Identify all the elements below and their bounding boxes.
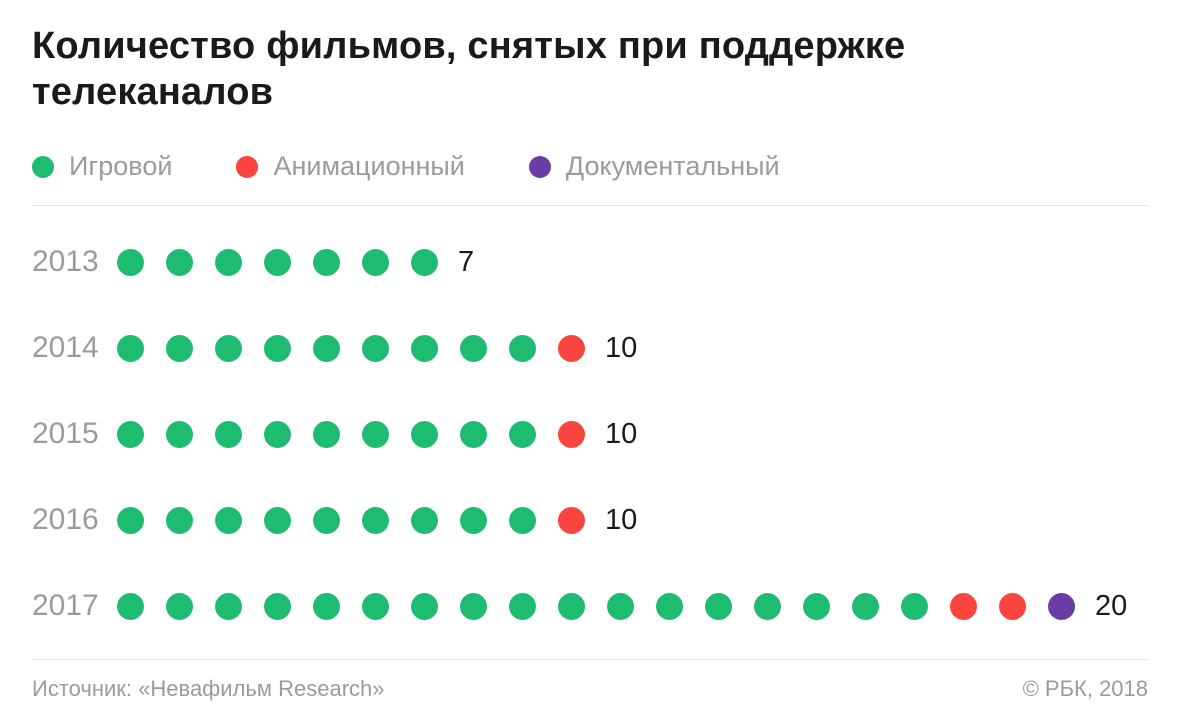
green-dot-icon xyxy=(460,506,487,534)
green-dot-icon xyxy=(460,334,487,362)
row-total: 10 xyxy=(605,417,638,450)
green-dot-icon xyxy=(411,506,438,534)
chart-row: 2016 10 xyxy=(32,477,1148,563)
source-text: Источник: «Невафильм Research» xyxy=(32,676,385,702)
green-dot-icon xyxy=(313,334,340,362)
row-total: 10 xyxy=(605,331,638,364)
dot-group xyxy=(117,506,585,534)
page-title-line2: телеканалов xyxy=(32,70,274,113)
green-dot-icon xyxy=(117,592,144,620)
green-dot-icon xyxy=(117,334,144,362)
chart-row: 2017 20 xyxy=(32,563,1148,649)
green-dot-icon xyxy=(215,334,242,362)
green-dot-icon xyxy=(166,334,193,362)
legend-label-dokumentalnyy: Документальный xyxy=(565,151,780,182)
green-dot-icon xyxy=(264,334,291,362)
green-dot-icon xyxy=(215,592,242,620)
green-dot-icon xyxy=(313,248,340,276)
green-dot-icon xyxy=(264,506,291,534)
green-dot-icon xyxy=(411,592,438,620)
dot-group xyxy=(117,592,1075,620)
year-label: 2015 xyxy=(32,417,99,451)
green-dot-icon xyxy=(901,592,928,620)
green-dot-icon xyxy=(705,592,732,620)
green-dot-icon xyxy=(313,506,340,534)
red-dot-icon xyxy=(558,420,585,448)
copyright-text: © РБК, 2018 xyxy=(1022,676,1148,702)
green-dot-icon xyxy=(607,592,634,620)
green-dot-icon xyxy=(852,592,879,620)
top-divider xyxy=(32,205,1148,207)
year-label: 2013 xyxy=(32,245,99,279)
legend-item-igrovoy: Игровой xyxy=(32,151,172,182)
green-dot-icon xyxy=(166,506,193,534)
green-dot-icon xyxy=(754,592,781,620)
legend-item-dokumentalnyy: Документальный xyxy=(528,151,780,182)
green-dot-icon xyxy=(411,420,438,448)
green-dot-icon xyxy=(509,334,536,362)
green-dot-icon xyxy=(509,592,536,620)
chart-row: 2015 10 xyxy=(32,391,1148,477)
legend-label-igrovoy: Игровой xyxy=(69,151,173,182)
green-dot-icon xyxy=(264,248,291,276)
purple-dot-icon xyxy=(1048,592,1075,620)
green-dot-icon xyxy=(656,592,683,620)
year-label: 2017 xyxy=(32,589,99,623)
bottom-divider xyxy=(32,659,1148,661)
green-dot-icon xyxy=(166,592,193,620)
green-dot-icon xyxy=(558,592,585,620)
green-dot-icon xyxy=(362,420,389,448)
green-dot-icon xyxy=(215,420,242,448)
dot-group xyxy=(117,334,585,362)
legend-item-animacionnyy: Анимационный xyxy=(236,151,465,182)
red-dot-icon xyxy=(950,592,977,620)
green-dot-icon xyxy=(264,592,291,620)
green-dot-icon xyxy=(362,334,389,362)
red-dot-icon xyxy=(999,592,1026,620)
green-dot-icon xyxy=(509,420,536,448)
green-dot-icon xyxy=(411,334,438,362)
red-dot-icon xyxy=(236,155,259,178)
green-dot-icon xyxy=(166,420,193,448)
green-dot-icon xyxy=(509,506,536,534)
green-dot-icon xyxy=(215,248,242,276)
footer: Источник: «Невафильм Research» © РБК, 20… xyxy=(32,676,1148,702)
green-dot-icon xyxy=(166,248,193,276)
green-dot-icon xyxy=(117,506,144,534)
page-title: Количество фильмов, снятых при поддержке… xyxy=(32,24,1148,115)
green-dot-icon xyxy=(264,420,291,448)
red-dot-icon xyxy=(558,334,585,362)
green-dot-icon xyxy=(215,506,242,534)
green-dot-icon xyxy=(117,248,144,276)
legend-label-animacionnyy: Анимационный xyxy=(273,151,465,182)
red-dot-icon xyxy=(558,506,585,534)
green-dot-icon xyxy=(362,506,389,534)
dot-group xyxy=(117,420,585,448)
dot-chart: 2013 7 2014 10 2015 10 2016 10 2017 20 xyxy=(32,219,1148,649)
green-dot-icon xyxy=(362,592,389,620)
green-dot-icon xyxy=(460,592,487,620)
green-dot-icon xyxy=(117,420,144,448)
purple-dot-icon xyxy=(528,155,551,178)
chart-row: 2013 7 xyxy=(32,219,1148,305)
year-label: 2016 xyxy=(32,503,99,537)
chart-row: 2014 10 xyxy=(32,305,1148,391)
green-dot-icon xyxy=(313,592,340,620)
row-total: 7 xyxy=(458,245,475,278)
green-dot-icon xyxy=(32,155,54,178)
row-total: 20 xyxy=(1095,589,1128,622)
green-dot-icon xyxy=(460,420,487,448)
green-dot-icon xyxy=(411,248,438,276)
row-total: 10 xyxy=(605,503,638,536)
dot-group xyxy=(117,248,438,276)
green-dot-icon xyxy=(313,420,340,448)
green-dot-icon xyxy=(803,592,830,620)
year-label: 2014 xyxy=(32,331,99,365)
page-title-line1: Количество фильмов, снятых при поддержке xyxy=(32,25,906,67)
legend: Игровой Анимационный Документальный xyxy=(32,151,1148,182)
green-dot-icon xyxy=(362,248,389,276)
